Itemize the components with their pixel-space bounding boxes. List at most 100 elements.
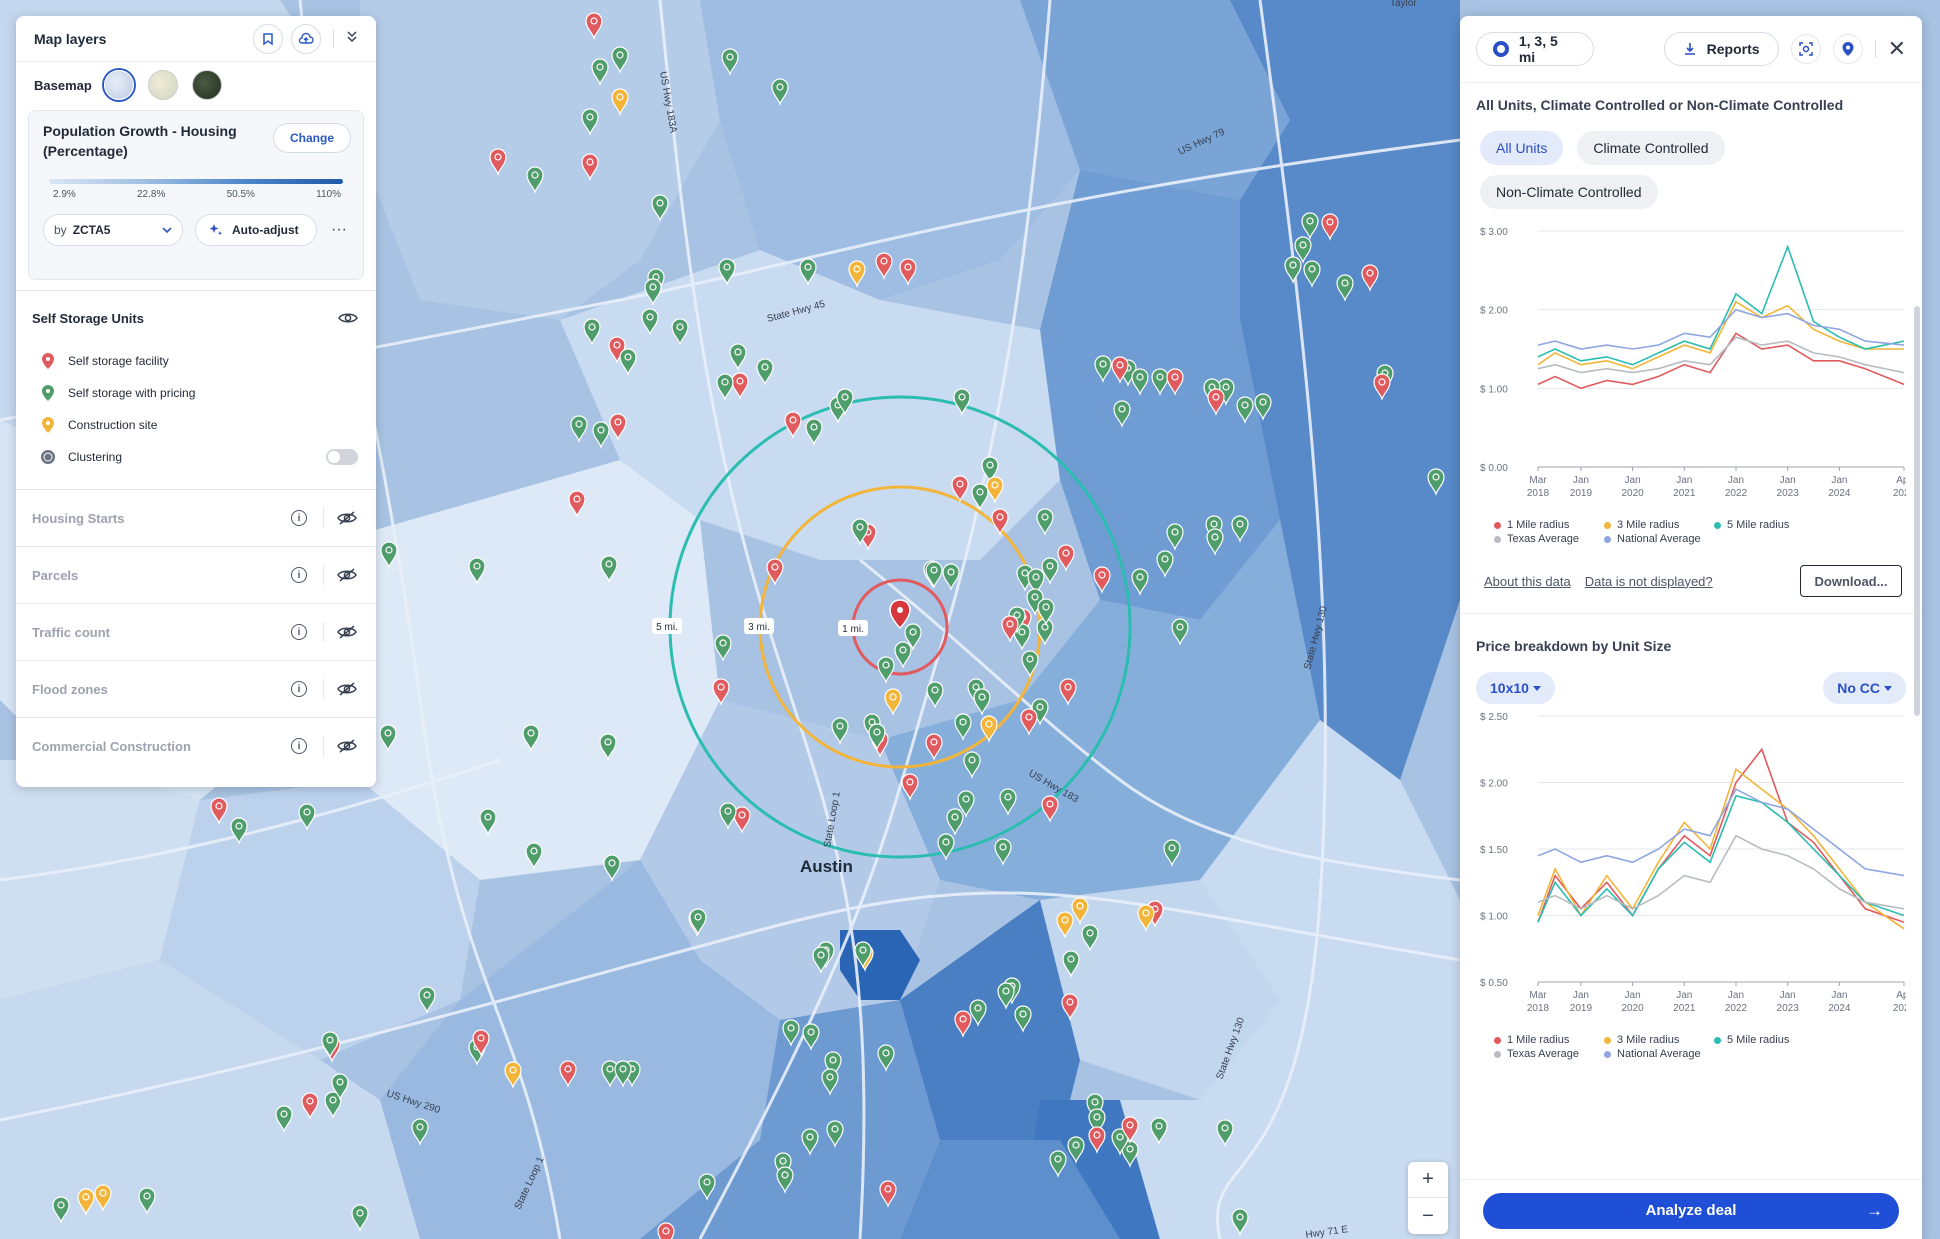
storage-pin[interactable] <box>851 518 869 546</box>
storage-pin[interactable] <box>609 413 627 441</box>
storage-pin[interactable] <box>766 558 784 586</box>
storage-pin[interactable] <box>802 1023 820 1051</box>
reports-button[interactable]: Reports <box>1663 32 1779 66</box>
info-icon[interactable]: i <box>291 510 307 526</box>
storage-pin[interactable] <box>1020 708 1038 736</box>
storage-pin[interactable] <box>1027 568 1045 596</box>
analyze-deal-button[interactable]: Analyze deal → <box>1483 1192 1899 1229</box>
storage-pin[interactable] <box>1166 523 1184 551</box>
storage-pin[interactable] <box>1037 598 1055 626</box>
storage-pin[interactable] <box>771 78 789 106</box>
storage-pin[interactable] <box>479 808 497 836</box>
storage-pin[interactable] <box>614 1060 632 1088</box>
storage-pin[interactable] <box>937 833 955 861</box>
storage-pin[interactable] <box>230 817 248 845</box>
storage-pin[interactable] <box>854 941 872 969</box>
storage-pin[interactable] <box>953 388 971 416</box>
storage-pin[interactable] <box>321 1031 339 1059</box>
storage-pin[interactable] <box>784 411 802 439</box>
storage-pin[interactable] <box>489 148 507 176</box>
storage-pin[interactable] <box>1094 355 1112 383</box>
storage-pin[interactable] <box>1057 544 1075 572</box>
basemap-satellite-option[interactable] <box>191 70 222 100</box>
storage-pin[interactable] <box>776 1166 794 1194</box>
cloud-upload-icon[interactable] <box>291 23 321 54</box>
storage-pin[interactable] <box>1088 1108 1106 1136</box>
storage-pin[interactable] <box>1206 528 1224 556</box>
storage-pin[interactable] <box>1231 515 1249 543</box>
storage-pin[interactable] <box>1131 568 1149 596</box>
storage-pin[interactable] <box>1041 795 1059 823</box>
storage-pin[interactable] <box>821 1068 839 1096</box>
storage-pin[interactable] <box>1014 1005 1032 1033</box>
eye-off-icon[interactable] <box>336 738 358 754</box>
storage-pin[interactable] <box>957 790 975 818</box>
storage-pin[interactable] <box>1301 212 1319 240</box>
zoom-in-button[interactable]: + <box>1408 1162 1448 1198</box>
storage-pin[interactable] <box>591 58 609 86</box>
storage-pin[interactable] <box>1151 368 1169 396</box>
storage-pin[interactable] <box>77 1188 95 1216</box>
storage-pin[interactable] <box>600 555 618 583</box>
storage-pin[interactable] <box>1062 950 1080 978</box>
storage-pin[interactable] <box>1081 924 1099 952</box>
chip-climate-controlled[interactable]: Climate Controlled <box>1577 131 1725 165</box>
storage-pin[interactable] <box>719 802 737 830</box>
storage-pin[interactable] <box>522 724 540 752</box>
storage-pin[interactable] <box>986 476 1004 504</box>
basemap-streets-option[interactable] <box>147 70 178 100</box>
storage-pin[interactable] <box>418 986 436 1014</box>
download-button[interactable]: Download... <box>1800 565 1902 597</box>
basemap-light-option[interactable] <box>103 70 134 100</box>
storage-pin[interactable] <box>1088 1126 1106 1154</box>
storage-pin[interactable] <box>1294 236 1312 264</box>
storage-pin[interactable] <box>1156 550 1174 578</box>
storage-pin[interactable] <box>411 1118 429 1146</box>
more-options-icon[interactable]: ··· <box>331 221 347 238</box>
storage-pin[interactable] <box>731 372 749 400</box>
storage-pin[interactable] <box>1001 615 1019 643</box>
storage-pin[interactable] <box>52 1196 70 1224</box>
storage-pin[interactable] <box>601 1060 619 1088</box>
storage-pin[interactable] <box>468 557 486 585</box>
storage-pin[interactable] <box>716 373 734 401</box>
storage-pin[interactable] <box>1071 897 1089 925</box>
storage-pin[interactable] <box>1059 678 1077 706</box>
storage-pin[interactable] <box>980 715 998 743</box>
storage-pin[interactable] <box>999 788 1017 816</box>
storage-pin[interactable] <box>1056 911 1074 939</box>
storage-pin[interactable] <box>504 1061 522 1089</box>
storage-pin[interactable] <box>1303 260 1321 288</box>
auto-adjust-button[interactable]: Auto-adjust <box>195 214 317 246</box>
storage-pin[interactable] <box>826 1120 844 1148</box>
storage-pin[interactable] <box>812 946 830 974</box>
storage-pin[interactable] <box>570 415 588 443</box>
about-data-link[interactable]: About this data <box>1484 573 1571 589</box>
storage-pin[interactable] <box>733 806 751 834</box>
storage-pin[interactable] <box>1121 1116 1139 1144</box>
storage-pin[interactable] <box>868 723 886 751</box>
storage-pin[interactable] <box>721 48 739 76</box>
storage-pin[interactable] <box>657 1222 675 1239</box>
info-icon[interactable]: i <box>291 624 307 640</box>
storage-pin[interactable] <box>581 108 599 136</box>
change-metric-button[interactable]: Change <box>273 123 351 153</box>
storage-pin[interactable] <box>971 483 989 511</box>
storage-pin[interactable] <box>603 854 621 882</box>
storage-pin[interactable] <box>1336 274 1354 302</box>
storage-pin[interactable] <box>901 773 919 801</box>
storage-pin[interactable] <box>1171 618 1189 646</box>
storage-pin[interactable] <box>729 343 747 371</box>
storage-pin[interactable] <box>581 153 599 181</box>
storage-pin[interactable] <box>611 46 629 74</box>
info-icon[interactable]: i <box>291 738 307 754</box>
storage-pin[interactable] <box>1254 393 1272 421</box>
storage-pin[interactable] <box>611 88 629 116</box>
storage-pin[interactable] <box>894 641 912 669</box>
collapse-icon[interactable] <box>346 29 358 48</box>
storage-pin[interactable] <box>879 1180 897 1208</box>
geography-select[interactable]: by ZCTA5 <box>43 214 183 246</box>
storage-pin[interactable] <box>651 194 669 222</box>
storage-pin[interactable] <box>963 751 981 779</box>
storage-pin[interactable] <box>1049 1150 1067 1178</box>
